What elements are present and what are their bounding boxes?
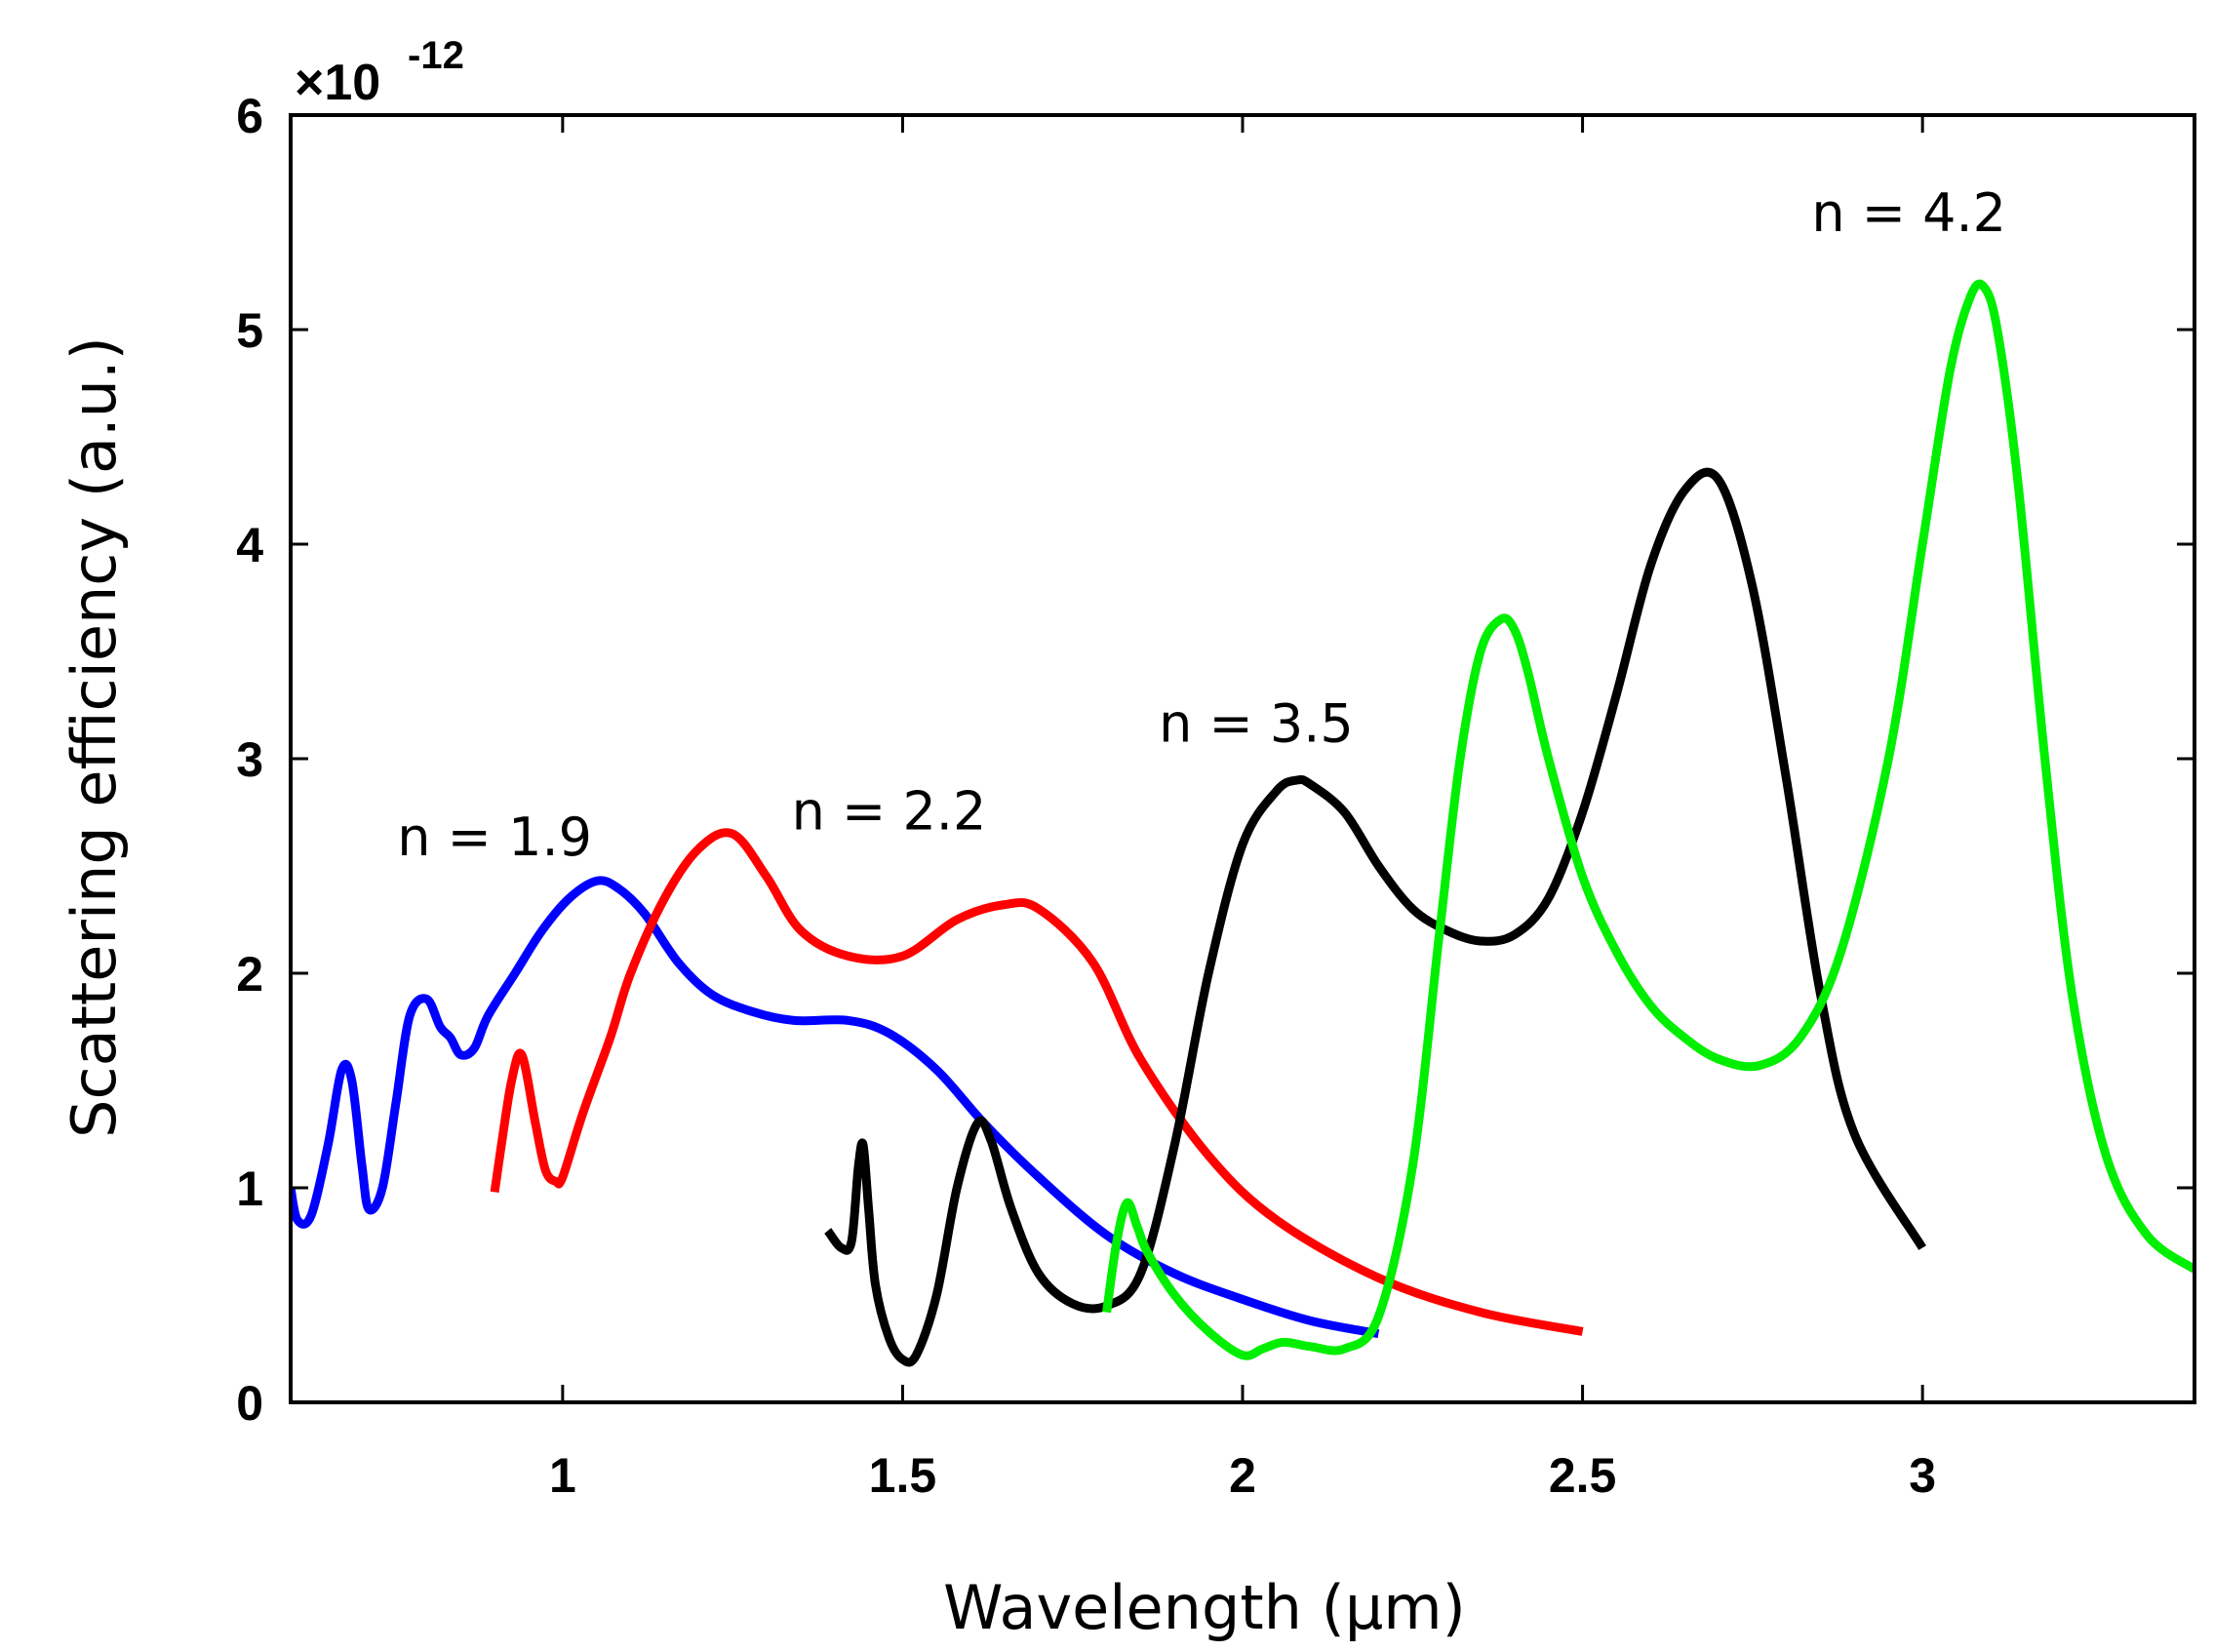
y-tick-label: 0 — [236, 1376, 263, 1431]
y-axis-label: Scattering efficiency (a.u.) — [59, 336, 130, 1138]
y-tick-label: 5 — [236, 303, 263, 358]
x-tick-label: 2 — [1229, 1448, 1256, 1503]
series-annotation: n = 3.5 — [1159, 692, 1354, 754]
series-line-2 — [490, 828, 1584, 1336]
axis-ticks-group: 1 1.5 2 2.5 3 0 1 2 3 4 5 6 — [236, 89, 2194, 1503]
series-line-4 — [1102, 279, 2194, 1360]
plot-frame — [289, 113, 2196, 1404]
plot-series-group — [291, 279, 2194, 1367]
y-tick-label: 2 — [236, 947, 263, 1002]
y-tick-label: 6 — [236, 89, 263, 143]
x-tick-label: 2.5 — [1549, 1448, 1617, 1503]
series-annotation: n = 1.9 — [397, 806, 592, 868]
series-annotation: n = 4.2 — [1811, 182, 2006, 244]
y-tick-label: 1 — [236, 1161, 263, 1216]
annotations-group: n = 1.9 n = 2.2 n = 3.5 n = 4.2 — [397, 182, 2006, 868]
y-tick-label: 3 — [236, 732, 263, 787]
series-line-1 — [291, 876, 1380, 1339]
x-tick-label: 3 — [1909, 1448, 1936, 1503]
series-line-3 — [824, 467, 1926, 1367]
x-tick-label: 1 — [549, 1448, 576, 1503]
x-tick-label: 1.5 — [869, 1448, 937, 1503]
y-tick-label: 4 — [236, 518, 263, 572]
y-exponent-label: -12 — [408, 34, 464, 77]
x-axis-label: Wavelength (μm) — [943, 1572, 1466, 1643]
series-annotation: n = 2.2 — [792, 781, 987, 843]
y-multiplier-label: ×10 — [295, 55, 380, 111]
